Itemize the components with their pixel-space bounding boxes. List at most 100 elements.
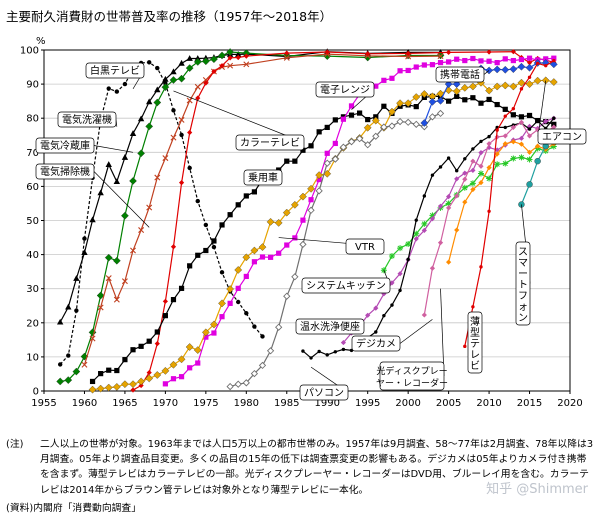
data-point (517, 78, 526, 87)
data-point (195, 95, 201, 101)
data-point (234, 380, 242, 388)
data-point (308, 143, 314, 149)
data-point (65, 303, 72, 310)
note-head: (注) (6, 439, 24, 450)
callout-box (515, 241, 531, 326)
data-point (533, 76, 542, 85)
data-point (292, 158, 298, 164)
x-tick-label: 1975 (193, 398, 218, 409)
callout-box (235, 134, 305, 151)
data-point (66, 353, 71, 358)
data-point (477, 170, 484, 177)
series-line (83, 53, 441, 365)
data-point (193, 58, 202, 66)
callout-box (351, 335, 401, 352)
data-point (446, 156, 451, 160)
callout-box (435, 66, 485, 83)
data-point (89, 335, 96, 342)
data-point (526, 156, 533, 163)
data-point (518, 154, 525, 161)
data-point (388, 107, 396, 116)
data-point (89, 378, 96, 385)
axes: 0 10 20 30 40 50 60 70 80 90 100 1955 1960 1965 1970 19… (20, 46, 583, 410)
data-point (502, 56, 508, 62)
data-point (452, 87, 461, 96)
data-point (227, 300, 233, 306)
data-point (283, 292, 291, 300)
series-layer (56, 48, 558, 394)
data-point (526, 55, 533, 61)
data-point (333, 350, 338, 354)
data-point (534, 157, 541, 165)
data-point (518, 135, 525, 141)
data-point (178, 285, 185, 291)
data-point (365, 116, 371, 123)
data-point (517, 62, 526, 71)
data-point (405, 50, 411, 57)
data-point (486, 144, 492, 151)
data-point (323, 159, 331, 167)
data-point (429, 265, 436, 271)
data-point (348, 103, 355, 109)
data-point (486, 141, 492, 147)
data-point (486, 58, 492, 64)
series-13 (421, 119, 557, 318)
x-tick-label: 1990 (315, 398, 340, 409)
data-point (96, 291, 105, 300)
data-point (243, 61, 250, 68)
data-point (365, 312, 371, 318)
data-point (535, 143, 541, 149)
callout-box (243, 169, 283, 186)
data-point (114, 367, 120, 374)
data-point (397, 68, 403, 74)
data-point (130, 347, 136, 353)
data-point (404, 118, 412, 126)
data-point (97, 189, 104, 196)
data-point (503, 125, 507, 130)
callout-text: スマートフォン (518, 247, 528, 324)
data-point (178, 59, 185, 66)
data-point (487, 134, 491, 139)
data-point (235, 51, 242, 57)
data-point (373, 83, 379, 89)
data-point (454, 56, 460, 62)
data-point (266, 217, 275, 226)
data-point (454, 227, 460, 233)
callout-label: パソコン (299, 366, 349, 401)
x-tick-label: 1955 (31, 398, 56, 409)
data-point (437, 60, 444, 66)
y-tick-label: 80 (26, 114, 39, 125)
y-tick-label: 40 (26, 250, 39, 261)
data-point (211, 68, 217, 75)
data-point (201, 328, 210, 337)
data-point (129, 177, 137, 185)
data-point (130, 247, 137, 254)
callout-text: デジカメ (356, 337, 396, 350)
data-point (129, 130, 137, 136)
callout-text: 電気洗濯機 (62, 113, 112, 126)
data-point (292, 235, 298, 241)
data-point (97, 304, 104, 311)
callout-box (315, 81, 375, 98)
callout-text: VTR (355, 242, 375, 253)
data-point (226, 285, 235, 293)
data-point (299, 240, 307, 249)
data-point (446, 49, 452, 55)
series-line (60, 51, 441, 383)
data-point (170, 68, 177, 75)
data-point (469, 180, 476, 187)
data-point (518, 114, 525, 120)
data-point (463, 157, 467, 161)
y-tick-label: 30 (26, 284, 39, 295)
callout-box (345, 238, 385, 255)
callout-label: 電子レンジ (315, 81, 375, 110)
data-point (201, 57, 210, 66)
data-point (463, 344, 467, 349)
data-point (177, 355, 186, 364)
data-point (510, 155, 517, 162)
data-point (177, 74, 186, 83)
data-point (112, 256, 121, 265)
data-point (211, 244, 217, 250)
data-point (194, 83, 201, 90)
callout-text: パソコン (304, 387, 344, 399)
